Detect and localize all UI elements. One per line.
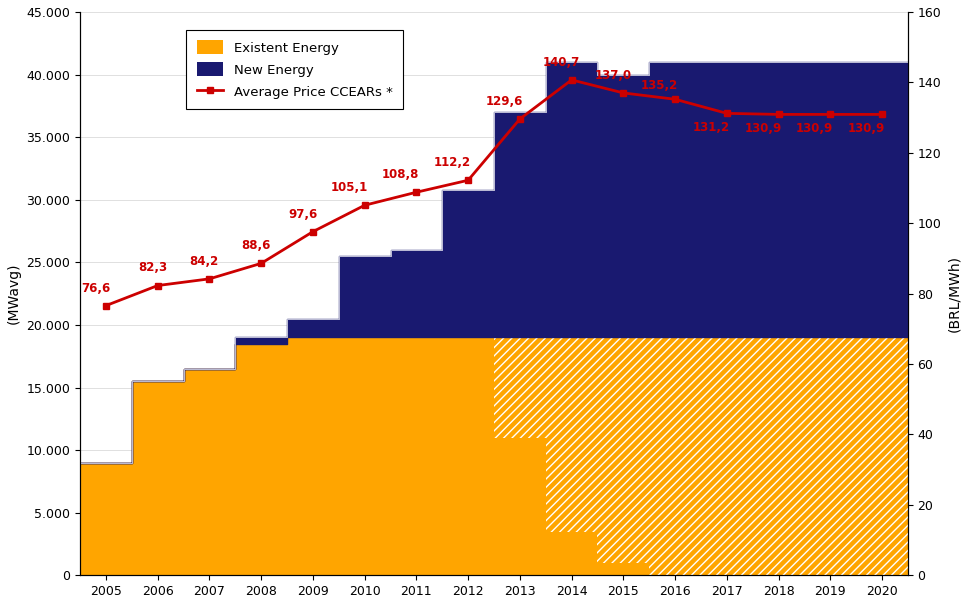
Text: 130,9: 130,9 bbox=[744, 122, 782, 135]
Text: 84,2: 84,2 bbox=[190, 255, 219, 268]
Text: 131,2: 131,2 bbox=[693, 121, 730, 134]
Text: 105,1: 105,1 bbox=[330, 181, 368, 194]
Text: 108,8: 108,8 bbox=[382, 168, 419, 181]
Text: 140,7: 140,7 bbox=[543, 56, 580, 69]
Text: 135,2: 135,2 bbox=[641, 79, 679, 92]
Text: 76,6: 76,6 bbox=[81, 281, 110, 295]
Text: 88,6: 88,6 bbox=[241, 239, 271, 252]
Text: 97,6: 97,6 bbox=[287, 208, 318, 221]
Text: 130,9: 130,9 bbox=[848, 122, 885, 135]
Text: 137,0: 137,0 bbox=[594, 69, 631, 82]
Y-axis label: (BRL/MWh): (BRL/MWh) bbox=[947, 255, 961, 332]
Text: 82,3: 82,3 bbox=[138, 261, 167, 275]
Legend: Existent Energy, New Energy, Average Price CCEARs *: Existent Energy, New Energy, Average Pri… bbox=[186, 30, 403, 110]
Text: 112,2: 112,2 bbox=[434, 156, 471, 169]
Y-axis label: (MWavg): (MWavg) bbox=[7, 263, 21, 324]
Text: 129,6: 129,6 bbox=[486, 95, 523, 108]
Text: 130,9: 130,9 bbox=[796, 122, 833, 135]
